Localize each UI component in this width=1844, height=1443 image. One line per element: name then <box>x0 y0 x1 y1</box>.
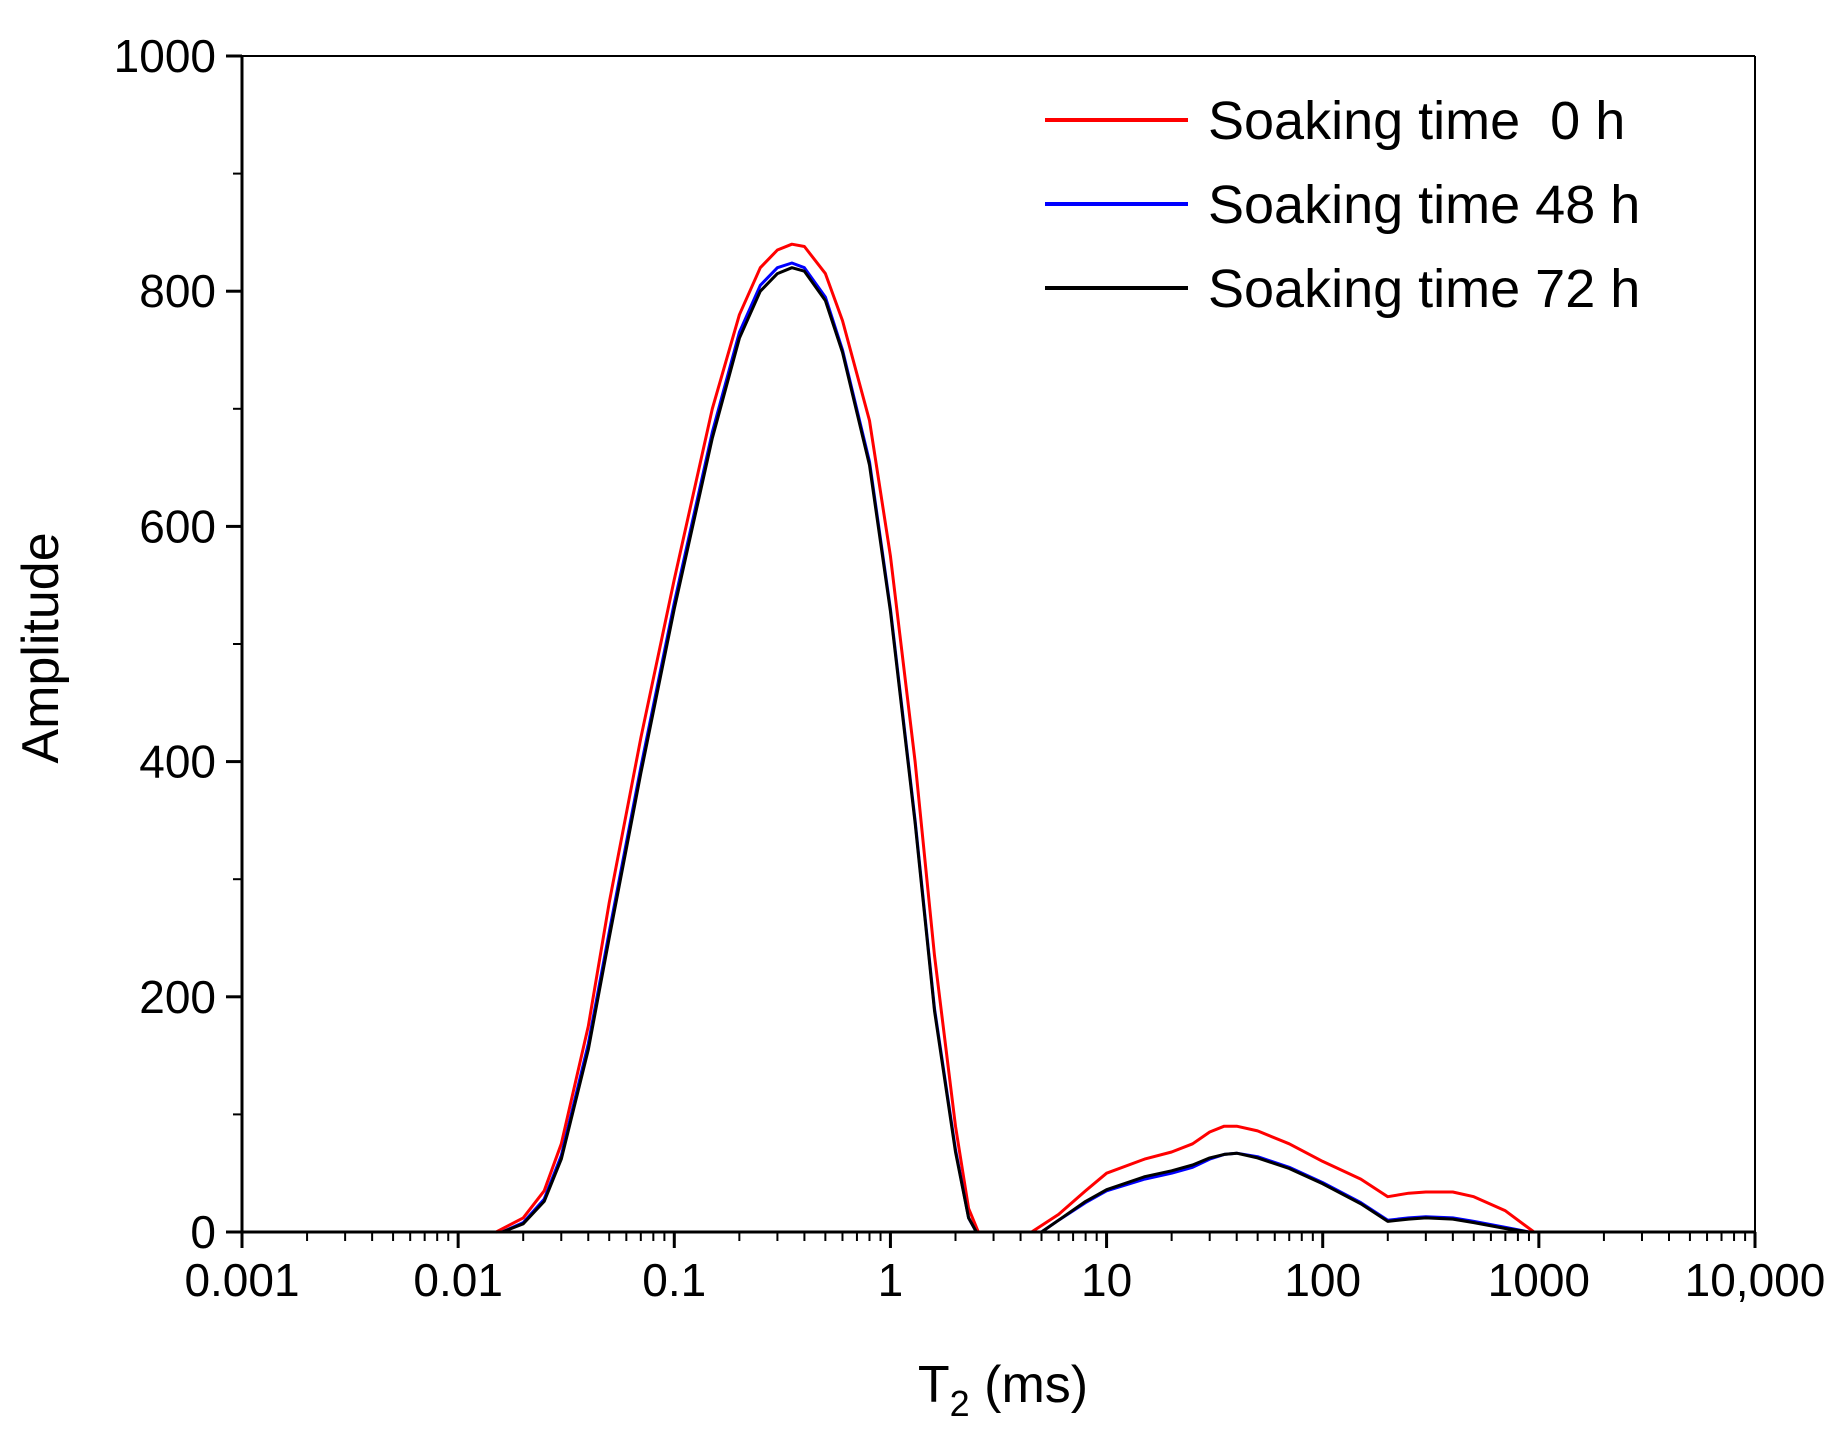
y-tick-label: 0 <box>190 1206 216 1258</box>
plot-lines <box>494 242 1536 1234</box>
x-tick-label: 0.1 <box>642 1254 706 1306</box>
series-line-0 <box>494 242 1536 1234</box>
x-tick-label: 1000 <box>1488 1254 1590 1306</box>
x-tick-label: 100 <box>1284 1254 1361 1306</box>
tick-labels: 0.001 0.01 0.1 1 10 100 1000 10,000 0 200 400 600 80… <box>114 30 1826 1306</box>
x-axis-title: T2 (ms) <box>918 1356 1088 1424</box>
y-tick-label: 200 <box>139 971 216 1023</box>
series-line-2 <box>500 266 1531 1234</box>
x-tick-label: 0.01 <box>413 1254 503 1306</box>
y-tick-label: 600 <box>139 500 216 552</box>
y-tick-label: 1000 <box>114 30 216 82</box>
x-tick-label: 10 <box>1081 1254 1132 1306</box>
x-axis-title-subscript: 2 <box>950 1383 970 1424</box>
x-axis-title-main: T <box>918 1356 950 1414</box>
y-tick-label: 800 <box>139 265 216 317</box>
y-axis-title: Amplitude <box>12 532 70 763</box>
legend-label-1: Soaking time 48 h <box>1208 175 1640 235</box>
y-tick-label: 400 <box>139 736 216 788</box>
legend: Soaking time 0 h Soaking time 48 h Soaking… <box>1045 91 1640 319</box>
x-axis-title-unit: (ms) <box>970 1356 1088 1414</box>
x-tick-label: 10,000 <box>1685 1254 1826 1306</box>
x-tick-label: 0.001 <box>184 1254 299 1306</box>
ticks <box>226 54 1757 1248</box>
legend-label-0: Soaking time 0 h <box>1208 91 1625 151</box>
x-tick-label: 1 <box>878 1254 904 1306</box>
legend-label-2: Soaking time 72 h <box>1208 259 1640 319</box>
